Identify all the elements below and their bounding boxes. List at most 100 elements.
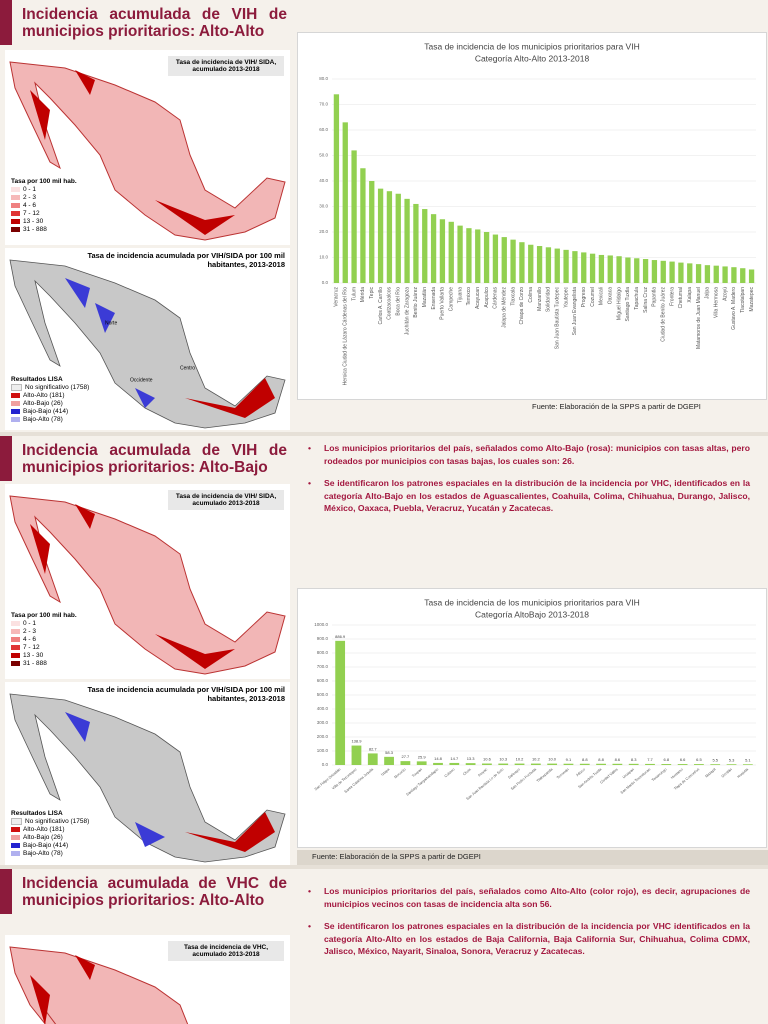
bullet-list: Los municipios prioritarios del país, se… [308,885,750,968]
source-band [297,850,768,865]
x-tick-label: Santa Catarina Juquila [344,767,374,793]
value-label: 82.7 [369,746,378,751]
bar [607,255,613,283]
y-tick-label: 800.0 [317,650,329,655]
bar [466,228,472,283]
map-panel: Tasa de incidencia de VHC, acumulado 201… [5,935,290,1024]
value-label: 27.7 [401,754,410,759]
x-tick-label: Heroica Ciudad de Lázaro Cárdenas del Rí… [343,287,349,386]
chart: Tasa de incidencia de los municipios pri… [297,588,767,848]
x-tick-label: Matamoros de Juan Manuel [696,287,702,349]
value-label: 138.9 [351,739,362,744]
bar [704,265,711,283]
value-label: 5.3 [729,757,735,762]
x-tick-label: Sahuayo [507,767,520,779]
value-label: 7.7 [647,757,653,762]
bar [677,764,688,765]
map [9,495,286,675]
legend-item: Alto-Alto (181) [11,392,89,400]
value-label: 13.3 [467,756,476,761]
x-tick-label: Progreso [581,287,587,308]
lisa-panel: Tasa de incidencia acumulada por VIH/SID… [5,682,290,865]
x-tick-label: Frontera [669,287,675,306]
map-caption: Tasa de incidencia acumulada por VIH/SID… [87,251,285,269]
value-label: 6.5 [696,757,702,762]
chart: Tasa de incidencia de los municipios pri… [297,32,767,400]
bar [449,762,460,765]
legend-item: Bajo-Alto (78) [11,416,89,424]
x-tick-label: San Juan Bautista Tuxtepec [555,287,561,350]
y-tick-label: 70.0 [319,102,328,107]
x-tick-label: Tulum [351,287,357,301]
legend-item: 31 - 888 [11,660,77,668]
x-tick-label: San Martín Texmelucan [620,767,651,794]
x-tick-label: Miguel Hidalgo [616,287,622,320]
bar [563,763,574,765]
slide-title: Incidencia acumulada de VIH de municipio… [22,442,287,476]
value-label: 10.0 [548,757,557,762]
bar [482,763,492,765]
legend-label: 2 - 3 [23,628,37,635]
bar [669,261,675,283]
x-tick-label: Chetumal [678,287,684,308]
x-tick-label: Tlacotalpan [740,287,746,313]
bar [448,221,454,283]
x-tick-label: Oaxaca [608,287,614,304]
bar [695,264,702,283]
bar [386,191,393,283]
bar [710,764,721,765]
bar [651,260,658,283]
x-tick-label: Azoyú [722,287,728,301]
x-tick-label: Yautepec [563,287,569,308]
x-tick-label: Choix [462,767,472,776]
slide-title: Incidencia acumulada de VHC de municipio… [22,875,287,909]
bar [642,259,649,283]
bar [547,763,558,765]
bar [335,640,346,765]
bar [360,168,366,283]
legend-item: Bajo-Bajo (414) [11,408,89,416]
bar [722,266,728,283]
map-title: Tasa de incidencia de VHC, acumulado 201… [168,941,284,961]
bullet: Se identificaron los patrones espaciales… [308,477,750,515]
legend-label: Alto-Bajo (26) [23,400,63,407]
slide: Incidencia acumulada de VIH de municipio… [0,436,768,865]
value-label: 10.3 [499,757,508,762]
value-label: 9.1 [566,757,572,762]
x-tick-label: Veracruz [334,287,340,307]
lisa-panel: Norte Centro Occidente Tasa de incidenci… [5,248,290,430]
map [9,946,189,1024]
x-tick-label: Campeche [449,287,455,311]
value-label: 14.8 [434,756,443,761]
bar [384,756,394,765]
legend-item: No significativo (1758) [11,384,89,392]
legend-item: 2 - 3 [11,194,77,202]
x-tick-label: Ciudad Valles [599,767,619,784]
x-tick-label: Cárdenas [493,287,499,309]
x-tick-label: Atlixco [575,767,586,777]
bar [694,764,704,765]
bar [748,269,755,283]
x-tick-label: Tlalnepantla [536,767,554,783]
legend-item: Alto-Alto (181) [11,826,89,834]
y-tick-label: 80.0 [319,76,328,81]
bar [554,248,560,283]
legend-label: 0 - 1 [23,186,37,193]
bar [726,764,737,765]
y-tick-label: 20.0 [319,229,328,234]
source: Fuente: Elaboración de la SPPS a partir … [312,852,481,861]
legend-title: Tasa por 100 mil hab. [11,612,77,619]
legend-label: 2 - 3 [23,194,37,201]
slide: Incidencia acumulada de VHC de municipio… [0,869,768,1024]
y-tick-label: 40.0 [319,178,328,183]
x-tick-label: Tijuana [457,287,463,303]
bullet-list: Los municipios prioritarios del país, se… [308,442,750,525]
chart-subtitle: Categoría AltoBajo 2013-2018 [475,609,589,619]
y-tick-label: 10.0 [319,255,328,260]
legend: Tasa por 100 mil hab. 0 - 1 2 - 3 4 - 6 … [11,612,77,668]
x-tick-label: Mérida [360,287,366,303]
bar [596,763,606,765]
bar [625,257,631,283]
y-tick-label: 1000.0 [314,622,328,627]
x-tick-label: Acapulco [484,287,490,308]
